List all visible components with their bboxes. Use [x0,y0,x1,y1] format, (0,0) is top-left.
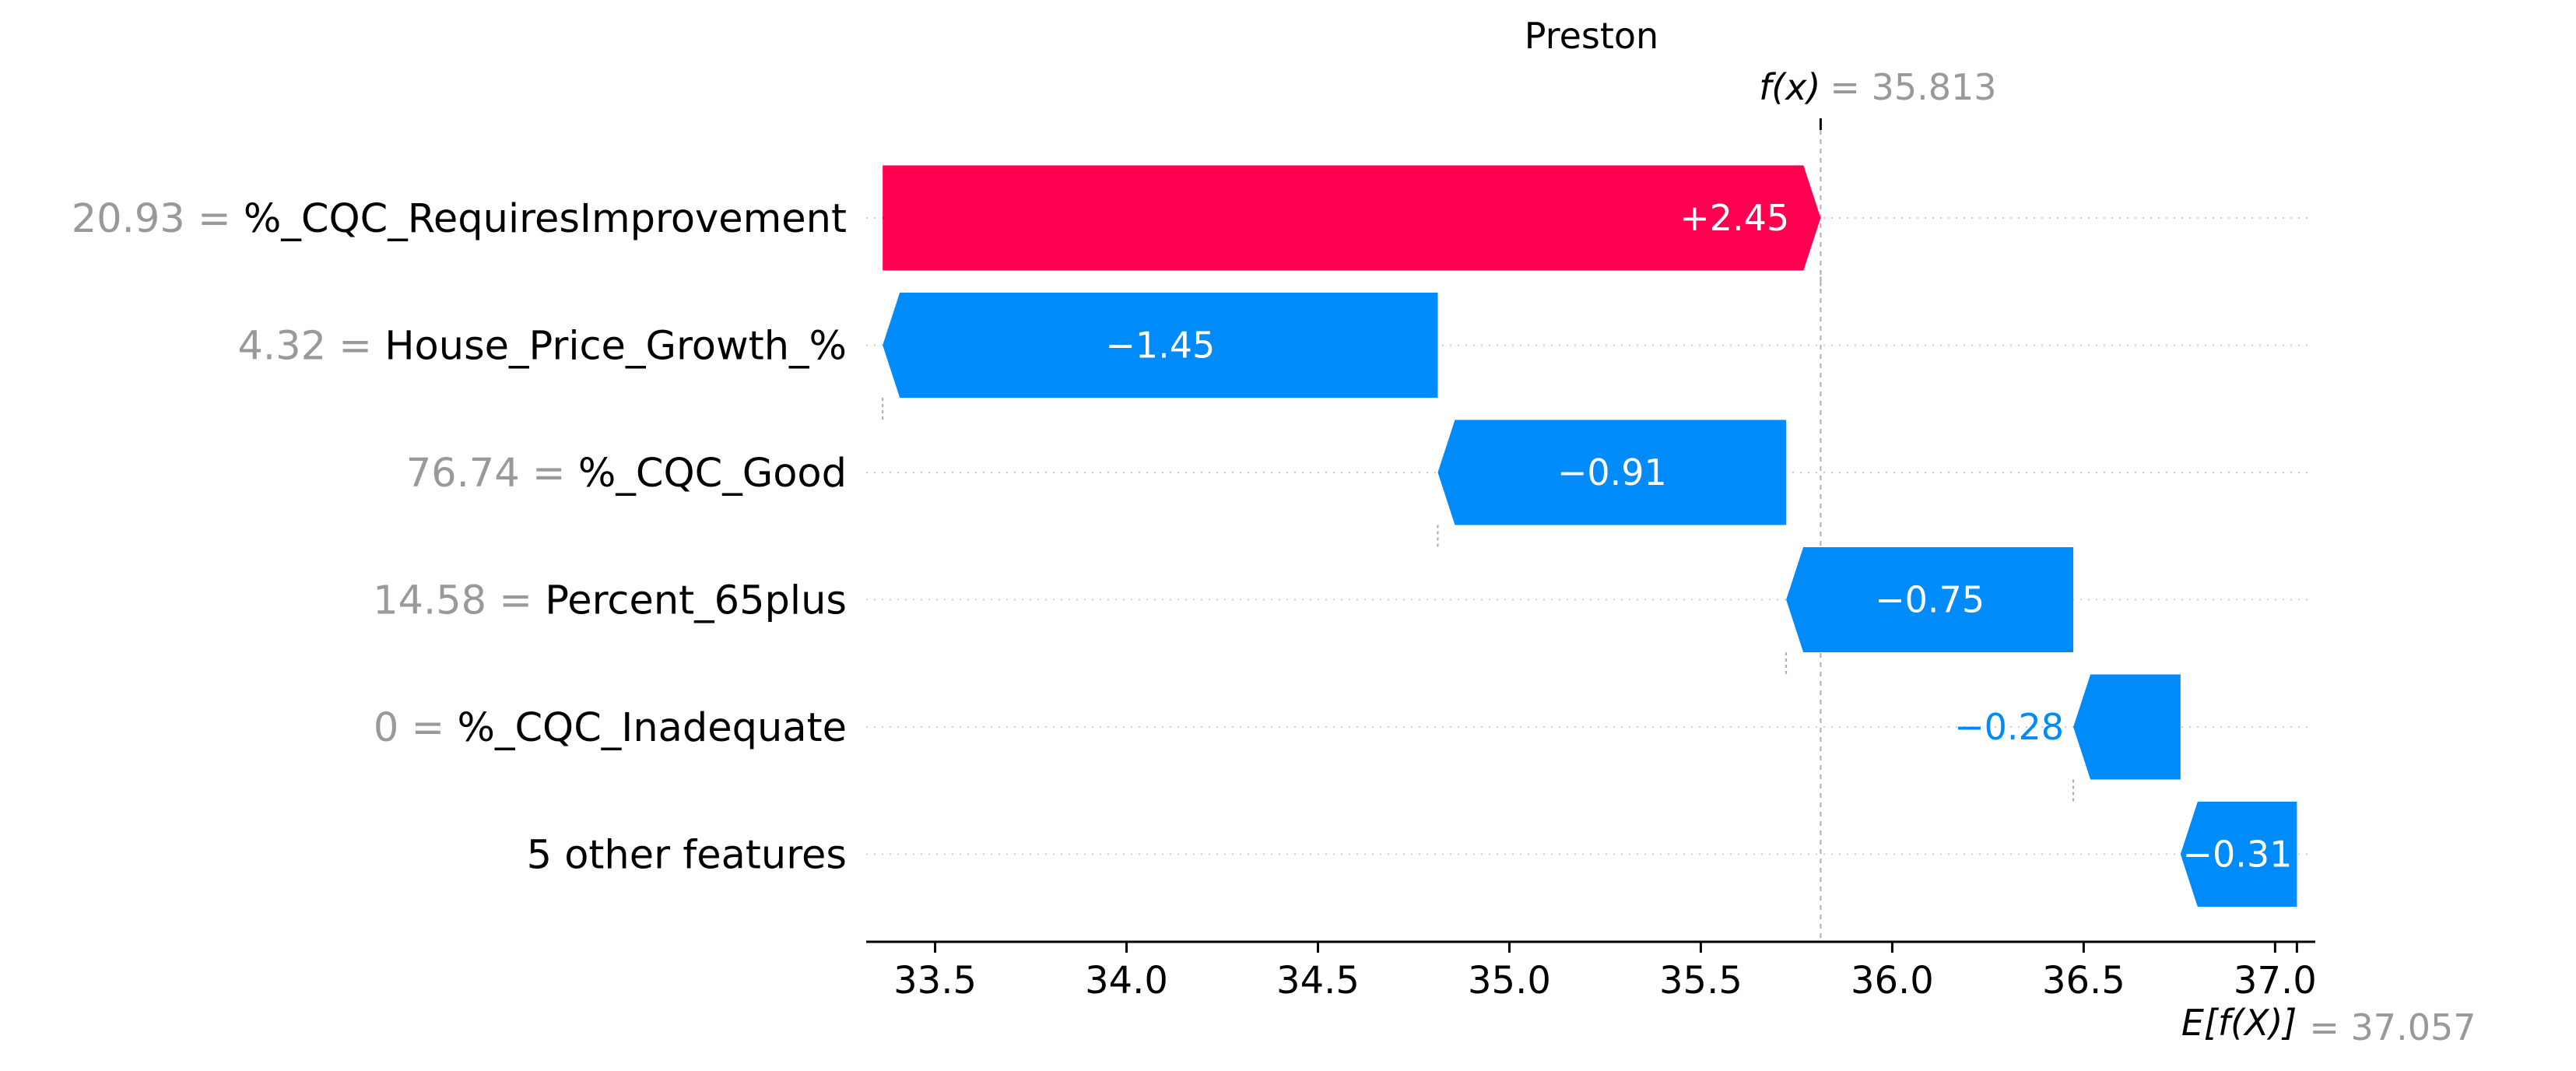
x-tick-label: 36.5 [2042,959,2125,1003]
bar-label: −0.28 [1954,706,2064,748]
feature-label: 0 = %_CQC_Inadequate [374,705,847,751]
feature-label: 5 other features [527,833,847,879]
bar-label: +2.45 [1679,197,1789,239]
feature-name: House_Price_Growth_% [384,324,847,370]
bar-label: −0.91 [1557,451,1667,493]
contribution-bars [883,165,2297,907]
feature-label: 14.58 = Percent_65plus [373,578,847,624]
fx-label: f(x) [1759,66,1820,108]
bar-5 [2073,674,2181,780]
feature-name: Percent_65plus [545,578,847,624]
x-tick-label: 36.0 [1851,959,1934,1003]
bar-1 [883,165,1821,271]
feature-labels: 20.93 = %_CQC_RequiresImprovement 4.32 = … [72,196,847,879]
feature-label: 76.74 = %_CQC_Good [406,451,847,497]
connector-lines [882,270,2075,803]
bar-label: −1.45 [1105,325,1215,367]
feature-equals: = [326,324,384,370]
x-tick-label: 34.5 [1276,959,1360,1003]
feature-name: %_CQC_RequiresImprovement [244,196,847,242]
feature-equals: = [486,578,545,624]
feature-label: 20.93 = %_CQC_RequiresImprovement [72,196,847,242]
feature-value: 14.58 [373,578,486,624]
feature-equals: = [185,196,244,242]
bar-label: −0.75 [1875,579,1985,621]
chart-title: Preston [1525,15,1658,57]
feature-value: 4.32 [237,324,326,370]
feature-value: 76.74 [406,451,520,497]
feature-value: 0 [374,705,398,751]
bar-label: −0.31 [2182,834,2292,876]
fx-value: = 35.813 [1830,66,1996,108]
feature-name: %_CQC_Inadequate [457,705,847,751]
x-tick-label: 37.0 [2234,959,2317,1003]
x-tick-label: 35.0 [1468,959,1551,1003]
bar-6 [2180,802,2297,907]
x-tick-label: 33.5 [893,959,977,1003]
x-tick-label: 35.5 [1659,959,1742,1003]
feature-label: 4.32 = House_Price_Growth_% [237,324,847,370]
base-value: = 37.057 [2309,1006,2476,1048]
fx-annotation: f(x) = 35.813 [1759,66,1997,942]
bar-2 [883,293,1438,398]
contribution-labels: +2.45 −1.45 −0.91 −0.75 −0.28 −0.31 [1105,197,2292,876]
x-tick-label: 34.0 [1085,959,1168,1003]
feature-name: 5 other features [527,833,847,879]
feature-value: 20.93 [72,196,185,242]
feature-name: %_CQC_Good [578,451,847,497]
expected-value-annotation: E[f(X)] = 37.057 [2181,942,2476,1048]
feature-equals: = [398,705,457,751]
feature-equals: = [520,451,578,497]
base-label: E[f(X)] [2181,1002,2297,1044]
bar-4 [1786,547,2074,652]
bar-3 [1437,420,1787,525]
x-axis: 33.5 34.0 34.5 35.0 35.5 36.0 36.5 37.0 [866,940,2317,1003]
